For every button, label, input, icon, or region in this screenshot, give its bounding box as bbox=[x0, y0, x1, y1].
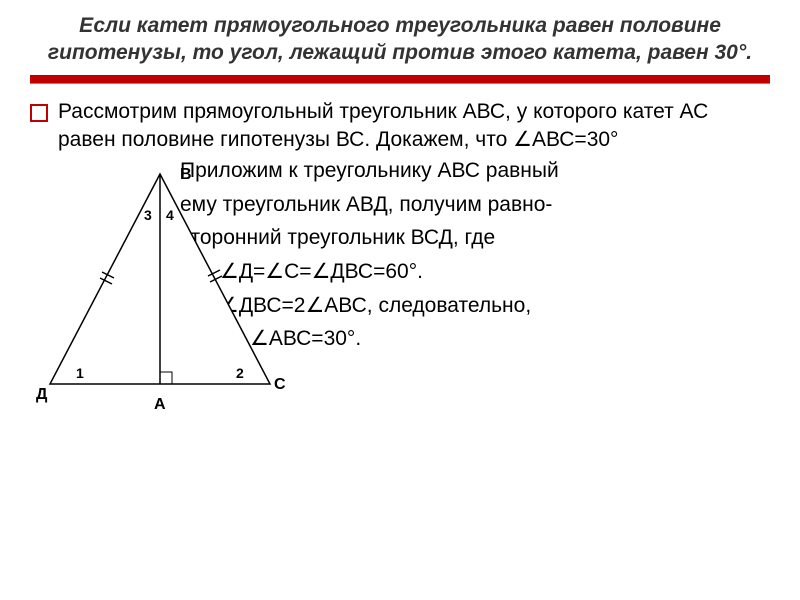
label-angle-2: 2 bbox=[236, 362, 244, 384]
theorem-title: Если катет прямоугольного треугольника р… bbox=[0, 0, 800, 73]
paragraph-1: Рассмотрим прямоугольный треугольник АВС… bbox=[58, 98, 770, 155]
label-angle-3: 3 bbox=[144, 204, 152, 226]
triangle-svg bbox=[30, 154, 290, 414]
label-angle-1: 1 bbox=[76, 362, 84, 384]
label-A: А bbox=[154, 392, 166, 418]
line-6: ∠АВС=30°. bbox=[220, 322, 770, 356]
triangle-diagram: В Д А С 1 2 3 4 bbox=[30, 154, 290, 434]
indented-block: В Д А С 1 2 3 4 Приложим к треугольнику … bbox=[30, 154, 770, 356]
bullet-square bbox=[30, 104, 48, 122]
label-B: В bbox=[180, 162, 192, 188]
label-C: С bbox=[274, 372, 286, 398]
content-body: Рассмотрим прямоугольный треугольник АВС… bbox=[0, 98, 800, 356]
title-underline bbox=[30, 75, 770, 84]
label-angle-4: 4 bbox=[166, 204, 174, 226]
line-4: ∠Д=∠С=∠ДВС=60°. bbox=[220, 255, 770, 289]
bullet-row: Рассмотрим прямоугольный треугольник АВС… bbox=[30, 98, 770, 155]
line-5: ∠ДВС=2∠АВС, следовательно, bbox=[220, 289, 770, 323]
label-D: Д bbox=[36, 382, 47, 408]
